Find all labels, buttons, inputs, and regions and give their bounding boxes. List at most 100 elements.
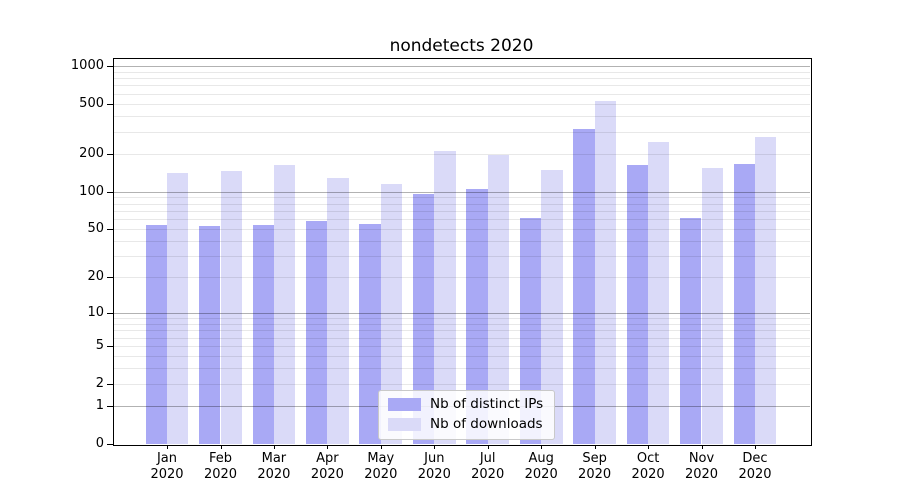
gridline-minor-4 (113, 355, 810, 357)
y-tick-label-1000: 1000 (70, 57, 104, 73)
gridline-minor-70 (113, 210, 810, 212)
gridline-major-10 (113, 312, 810, 314)
legend-label-downloads: Nb of downloads (430, 416, 543, 432)
legend: Nb of distinct IPs Nb of downloads (378, 390, 556, 440)
bar-jun-downloads (434, 151, 456, 444)
gridline-minor-600 (113, 93, 810, 95)
x-tick-may (380, 445, 382, 449)
y-tick-20 (107, 277, 113, 279)
legend-swatch-downloads (388, 418, 421, 431)
bar-feb-ips (199, 225, 221, 444)
bar-jul-ips (466, 188, 488, 444)
y-tick-label-2: 2 (95, 375, 104, 391)
gridline-minor-200 (113, 153, 810, 155)
legend-item-downloads: Nb of downloads (388, 417, 543, 432)
x-tick-nov (701, 445, 703, 449)
y-tick-label-0: 0 (95, 436, 104, 451)
y-tick-label-5: 5 (95, 338, 104, 353)
y-tick-label-10: 10 (87, 304, 104, 320)
legend-swatch-distinct-ips (388, 398, 421, 411)
x-tick-dec (755, 445, 756, 449)
bar-jul-downloads (487, 154, 510, 444)
bar-sep-ips (573, 129, 595, 444)
gridline-minor-90 (113, 197, 810, 199)
plot-area (113, 58, 810, 444)
gridline-minor-500 (113, 103, 810, 105)
y-tick-10 (107, 312, 113, 314)
x-tick-jun (434, 445, 436, 449)
bar-nov-ips (680, 218, 702, 444)
bar-apr-downloads (327, 177, 349, 444)
x-tick-oct (648, 445, 650, 449)
gridline-minor-60 (113, 219, 810, 220)
y-tick-label-500: 500 (79, 95, 104, 111)
y-tick-0 (107, 444, 113, 445)
bar-dec-ips (733, 163, 755, 444)
bar-mar-downloads (273, 165, 296, 444)
y-tick-50 (107, 228, 113, 230)
gridline-minor-700 (113, 85, 810, 87)
y-tick-label-100: 100 (79, 183, 104, 199)
x-tick-jul (487, 445, 489, 449)
gridline-minor-40 (113, 240, 810, 242)
gridline-minor-800 (113, 78, 810, 80)
y-tick-label-20: 20 (87, 269, 104, 285)
y-tick-1 (107, 406, 113, 408)
bar-oct-downloads (648, 141, 670, 444)
gridline-minor-2 (113, 383, 810, 385)
legend-item-distinct-ips: Nb of distinct IPs (388, 397, 543, 412)
x-tick-label-jul: Jul 2020 (471, 451, 505, 482)
x-tick-label-dec: Dec 2020 (738, 451, 772, 482)
gridline-minor-20 (113, 277, 810, 279)
gridline-minor-8 (113, 323, 810, 325)
bar-dec-downloads (755, 137, 777, 444)
gridline-major-100 (113, 191, 810, 193)
bar-sep-downloads (594, 100, 616, 444)
gridline-minor-300 (113, 131, 810, 133)
gridline-major-1000 (113, 65, 810, 67)
bar-oct-ips (626, 164, 649, 444)
bar-jan-downloads (167, 172, 189, 444)
gridline-minor-400 (113, 116, 810, 117)
x-tick-mar (273, 445, 275, 449)
x-tick-label-apr: Apr 2020 (310, 451, 344, 482)
x-tick-label-feb: Feb 2020 (203, 451, 238, 482)
x-tick-sep (594, 445, 596, 449)
bar-jun-ips (412, 194, 435, 444)
x-tick-label-jan: Jan 2020 (150, 451, 184, 482)
gridline-minor-9 (113, 318, 810, 319)
y-tick-100 (107, 191, 113, 193)
bar-jan-ips (145, 224, 167, 444)
y-tick-1000 (107, 65, 113, 67)
bar-feb-downloads (220, 170, 242, 444)
x-tick-apr (327, 445, 329, 449)
x-tick-label-nov: Nov 2020 (684, 451, 719, 482)
gridline-minor-30 (113, 256, 810, 258)
gridline-minor-5 (113, 346, 810, 347)
gridline-minor-900 (113, 71, 810, 73)
bar-mar-ips (252, 224, 274, 444)
gridline-minor-50 (113, 228, 810, 230)
y-tick-label-1: 1 (95, 398, 104, 414)
x-tick-label-oct: Oct 2020 (631, 451, 665, 482)
x-tick-jan (167, 445, 168, 449)
x-tick-feb (220, 445, 222, 449)
chart-title: nondetects 2020 (389, 36, 534, 56)
legend-label-distinct-ips: Nb of distinct IPs (430, 396, 544, 412)
gridline-minor-80 (113, 203, 810, 205)
y-tick-label-50: 50 (87, 220, 104, 236)
y-tick-label-200: 200 (79, 145, 104, 161)
y-tick-200 (107, 153, 113, 155)
gridline-minor-3 (113, 368, 810, 370)
bar-nov-downloads (701, 168, 723, 444)
bar-aug-downloads (541, 169, 563, 444)
gridline-minor-6 (113, 337, 810, 339)
bar-apr-ips (306, 220, 328, 444)
bar-aug-ips (519, 218, 542, 444)
bar-may-downloads (380, 183, 403, 444)
x-tick-aug (541, 445, 543, 449)
x-tick-label-may: May 2020 (364, 451, 398, 482)
x-tick-label-sep: Sep 2020 (578, 451, 612, 482)
x-tick-label-aug: Aug 2020 (524, 451, 558, 482)
